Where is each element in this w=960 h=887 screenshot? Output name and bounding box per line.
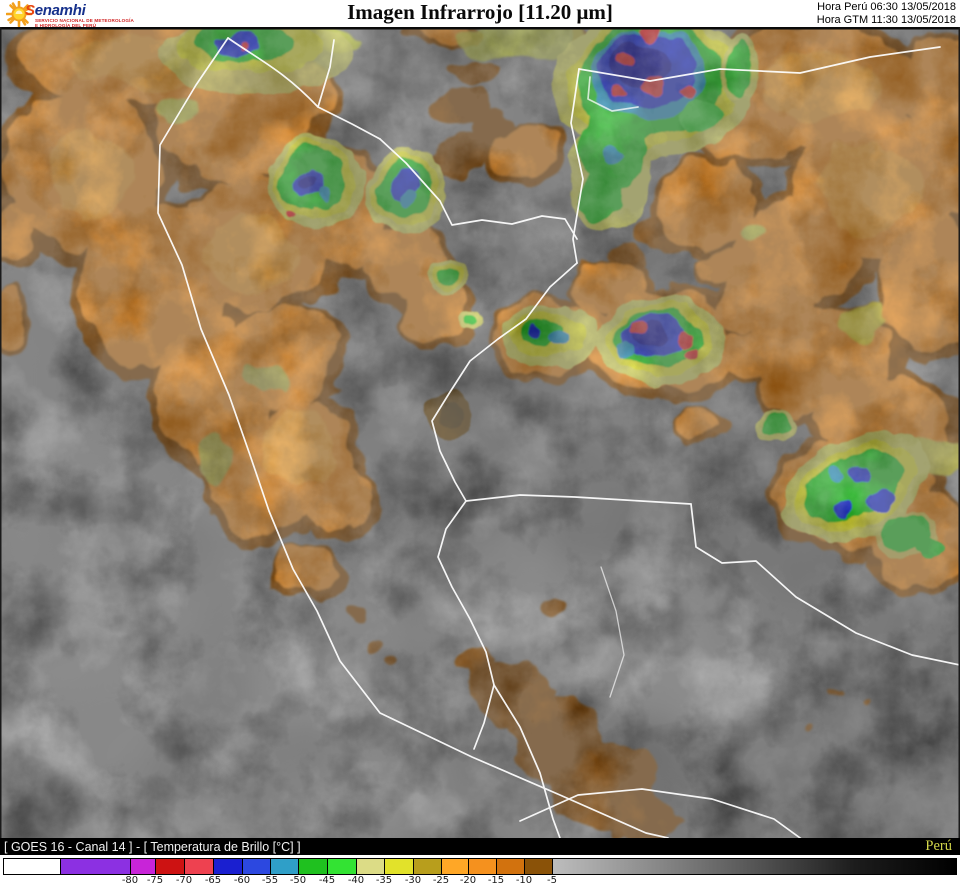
logo-tagline-1: SERVICIO NACIONAL DE METEOROLOGÍA — [35, 18, 134, 23]
colorbar-tick: -40 — [347, 875, 365, 886]
colorbar-segment — [156, 859, 185, 874]
logo-brand: Senamhi — [25, 2, 86, 19]
colorbar-tick: -65 — [204, 875, 222, 886]
colorbar-segment — [414, 859, 442, 874]
temperature-scale: -80 -75 -70 -65 -60 -55 -50 -45 -40 -35 -30 -25 -20-… — [0, 855, 960, 887]
colorbar-gradient-segment — [553, 859, 956, 874]
grain-light — [0, 27, 960, 838]
sun-logo-icon — [6, 1, 32, 27]
page-title: Imagen Infrarrojo [11.20 μm] — [347, 0, 613, 24]
satellite-ir-image — [0, 27, 960, 838]
colorbar-segment — [525, 859, 553, 874]
colorbar-segment — [131, 859, 156, 874]
colorbar-tick: -10 — [515, 875, 533, 886]
colorbar-tick: -45 — [318, 875, 336, 886]
colorbar-segment — [442, 859, 469, 874]
senamhi-logo: Senamhi SERVICIO NACIONAL DE METEOROLOGÍ… — [6, 1, 134, 29]
product-label: [ GOES 16 - Canal 14 ] - [ Temperatura d… — [4, 839, 301, 854]
colorbar-segment — [243, 859, 271, 874]
colorbar-ticks: -80 -75 -70 -65 -60 -55 -50 -45 -40 -35 -30 -25 -20-… — [0, 875, 960, 887]
colorbar-tick: -50 — [289, 875, 307, 886]
region-label: Perú — [925, 838, 952, 854]
colorbar-segment — [357, 859, 385, 874]
time-gtm: Hora GTM 11:30 13/05/2018 — [816, 13, 956, 26]
timestamps: Hora Perú 06:30 13/05/2018 Hora GTM 11:3… — [817, 1, 956, 26]
colorbar-segment — [328, 859, 357, 874]
colorbar-tick: -35 — [375, 875, 393, 886]
info-bar: [ GOES 16 - Canal 14 ] - [ Temperatura d… — [0, 838, 960, 855]
colorbar-tick: -5 — [547, 875, 557, 886]
colorbar — [3, 858, 957, 875]
colorbar-tick: -25 — [432, 875, 450, 886]
colorbar-segment — [271, 859, 299, 874]
colorbar-segment — [299, 859, 328, 874]
map-left-edge — [0, 27, 2, 838]
colorbar-tick: -20 — [459, 875, 477, 886]
map-top-edge — [0, 27, 960, 30]
colorbar-segment — [497, 859, 525, 874]
colorbar-segment — [469, 859, 497, 874]
time-peru: Hora Perú 06:30 13/05/2018 — [817, 1, 956, 13]
colorbar-segment — [214, 859, 243, 874]
colorbar-tick: -55 — [261, 875, 279, 886]
colorbar-segment — [4, 859, 61, 874]
colorbar-tick: -70 — [175, 875, 193, 886]
colorbar-segment — [185, 859, 214, 874]
map-right-edge — [958, 27, 960, 838]
colorbar-tick: -60 — [233, 875, 251, 886]
country-borders — [157, 37, 960, 838]
satellite-scene — [0, 27, 960, 838]
logo-tagline-2: E HIDROLOGÍA DEL PERÚ — [35, 23, 97, 29]
colorbar-segment — [61, 859, 131, 874]
colorbar-tick: -75 — [146, 875, 164, 886]
colorbar-tick: -30 — [404, 875, 422, 886]
colorbar-tick: -15 — [487, 875, 505, 886]
colorbar-segment — [385, 859, 414, 874]
header: Senamhi SERVICIO NACIONAL DE METEOROLOGÍ… — [0, 0, 960, 29]
colorbar-tick: -80 — [121, 875, 139, 886]
